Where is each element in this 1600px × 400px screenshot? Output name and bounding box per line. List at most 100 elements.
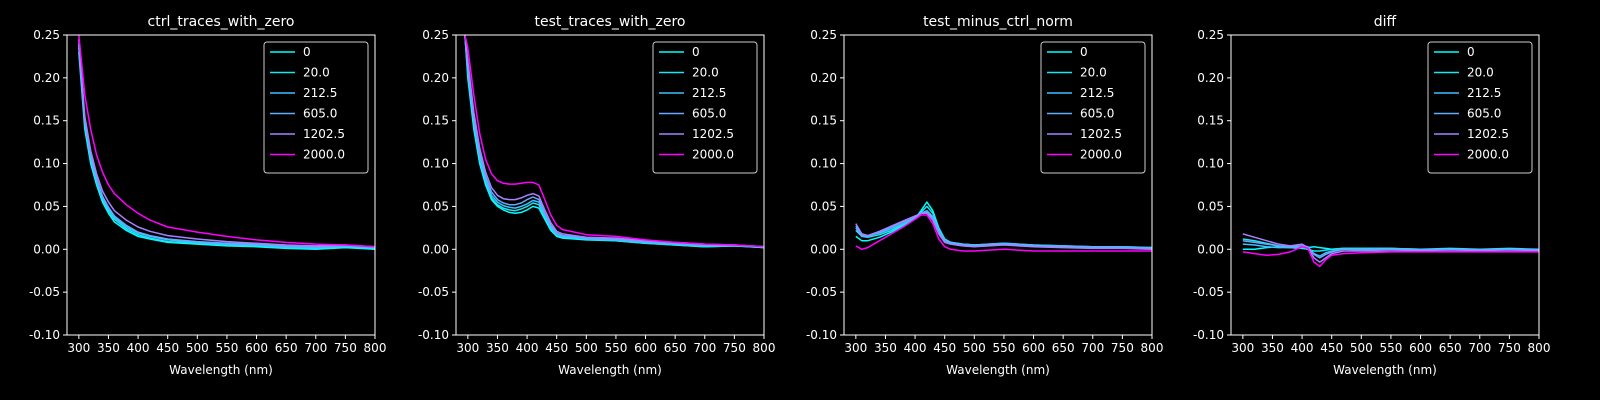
series-line-2	[464, 35, 764, 248]
legend-entry: 212.5	[1080, 86, 1114, 100]
y-tick-label: -0.05	[29, 285, 60, 299]
x-tick-label: 400	[516, 341, 539, 355]
legend-box	[652, 41, 758, 174]
series-line-5	[1242, 245, 1539, 268]
y-tick-label: 0.00	[810, 242, 837, 256]
y-tick-label: 0.05	[422, 199, 449, 213]
x-tick-label: 300	[456, 341, 479, 355]
x-tick-label: 600	[1409, 341, 1432, 355]
legend-entry: 0	[303, 45, 311, 59]
x-tick-label: 600	[245, 341, 268, 355]
x-tick-label: 700	[304, 341, 327, 355]
y-tick-label: 0.15	[422, 114, 449, 128]
x-tick-label: 550	[992, 341, 1015, 355]
x-tick-label: 750	[1498, 341, 1521, 355]
y-tick-label: 0.15	[33, 114, 60, 128]
series-line-3	[464, 35, 764, 248]
y-tick-label: 0.25	[1197, 28, 1224, 42]
legend-entry: 212.5	[692, 86, 726, 100]
chart-panel-3: diff Wavelength (nm) 300 350 400 450 500 550 600…	[1193, 14, 1551, 377]
x-tick-label: 750	[1111, 341, 1134, 355]
x-tick-label: 300	[67, 341, 90, 355]
series-line-5	[855, 214, 1152, 252]
x-tick-label: 350	[97, 341, 120, 355]
y-tick-label: 0.20	[810, 71, 837, 85]
legend-entry: 20.0	[1080, 66, 1107, 80]
y-tick-label: 0.00	[422, 242, 449, 256]
legend-entry: 2000.0	[692, 148, 734, 162]
series-line-3	[1242, 239, 1539, 259]
y-tick-label: 0.20	[33, 71, 60, 85]
series-group	[78, 35, 375, 251]
x-tick-label: 800	[753, 341, 776, 355]
x-tick-label: 650	[664, 341, 687, 355]
x-tick-label: 450	[933, 341, 956, 355]
x-tick-label: 500	[1350, 341, 1373, 355]
legend-box	[1427, 41, 1533, 174]
series-group	[1242, 233, 1539, 268]
series-line-4	[855, 212, 1152, 251]
x-tick-label: 800	[1141, 341, 1164, 355]
y-tick-label: 0.10	[33, 157, 60, 171]
y-tick-label: -0.05	[806, 285, 837, 299]
y-tick-label: 0.25	[810, 28, 837, 42]
x-tick-label: 400	[127, 341, 150, 355]
plot-frame	[66, 34, 376, 336]
legend-entry: 605.0	[1467, 107, 1501, 121]
x-tick-label: 350	[486, 341, 509, 355]
y-tick-label: 0.25	[33, 28, 60, 42]
x-tick-label: 650	[1052, 341, 1075, 355]
x-tick-label: 350	[874, 341, 897, 355]
chart-panel-2: test_minus_ctrl_norm Wavelength (nm) 300 35…	[806, 14, 1164, 377]
x-tick-label: 700	[1081, 341, 1104, 355]
legend-box	[1040, 41, 1146, 174]
x-tick-label: 300	[1231, 341, 1254, 355]
x-tick-label: 550	[215, 341, 238, 355]
series-group	[855, 201, 1152, 252]
x-tick-label: 750	[334, 341, 357, 355]
x-tick-label: 800	[364, 341, 387, 355]
plot-frame	[843, 34, 1153, 336]
chart-title: ctrl_traces_with_zero	[148, 14, 295, 30]
y-tick-label: 0.05	[810, 199, 837, 213]
legend: 0 20.0 212.5 605.0 1202.5 2000.0	[1040, 41, 1146, 174]
legend-entry: 1202.5	[1080, 127, 1122, 141]
series-line-5	[78, 35, 375, 248]
x-tick-label: 600	[1022, 341, 1045, 355]
x-tick-label: 400	[904, 341, 927, 355]
y-tick-label: 0.15	[810, 114, 837, 128]
legend-entry: 20.0	[1467, 66, 1494, 80]
y-tick-label: 0.05	[33, 199, 60, 213]
x-tick-label: 500	[963, 341, 986, 355]
legend: 0 20.0 212.5 605.0 1202.5 2000.0	[652, 41, 758, 174]
y-tick-label: -0.05	[418, 285, 449, 299]
legend-entry: 0	[1080, 45, 1088, 59]
chart-panel-1: test_traces_with_zero Wavelength (nm) 300 3…	[418, 14, 776, 377]
legend-entry: 605.0	[303, 107, 337, 121]
legend-entry: 0	[1467, 45, 1475, 59]
x-tick-label: 500	[186, 341, 209, 355]
legend-entry: 1202.5	[1467, 127, 1509, 141]
legend: 0 20.0 212.5 605.0 1202.5 2000.0	[1427, 41, 1533, 174]
chart-title: test_traces_with_zero	[535, 14, 686, 30]
legend-entry: 212.5	[1467, 86, 1501, 100]
chart-title: test_minus_ctrl_norm	[923, 14, 1073, 30]
legend: 0 20.0 212.5 605.0 1202.5 2000.0	[263, 41, 369, 174]
y-tick-label: -0.10	[29, 328, 60, 342]
series-line-0	[1242, 245, 1539, 251]
plot-frame	[455, 34, 765, 336]
y-tick-label: -0.10	[806, 328, 837, 342]
legend-entry: 1202.5	[303, 127, 345, 141]
legend-entry: 2000.0	[1080, 148, 1122, 162]
plot-frame	[1230, 34, 1540, 336]
series-line-4	[78, 39, 375, 248]
legend-entry: 605.0	[692, 107, 726, 121]
y-tick-label: 0.10	[422, 157, 449, 171]
y-tick-label: -0.05	[1193, 285, 1224, 299]
x-tick-label: 400	[1291, 341, 1314, 355]
x-tick-label: 500	[575, 341, 598, 355]
chart-panel-0: ctrl_traces_with_zero Wavelength (nm) 300 3…	[29, 14, 387, 377]
y-tick-label: 0.20	[422, 71, 449, 85]
